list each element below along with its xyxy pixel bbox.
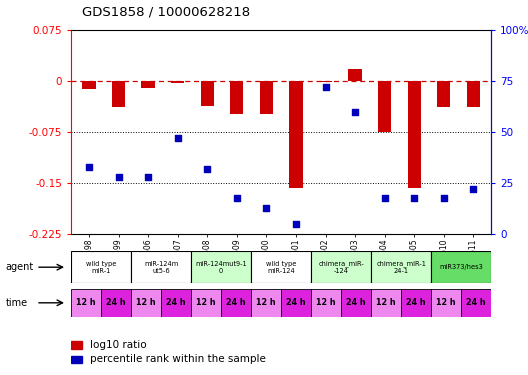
Point (469, 186, 477, 192)
Text: percentile rank within the sample: percentile rank within the sample (90, 354, 266, 364)
Bar (431, 251, 491, 283)
Text: miR-124mut9-1
0: miR-124mut9-1 0 (195, 261, 247, 274)
Bar (408, 81, 421, 188)
Text: 24 h: 24 h (166, 298, 186, 307)
Point (144, 174, 153, 180)
Point (439, 195, 448, 201)
Bar (260, 81, 273, 114)
Text: 12 h: 12 h (376, 298, 396, 307)
Text: chimera_miR-1
24-1: chimera_miR-1 24-1 (376, 260, 426, 274)
Bar (467, 81, 480, 107)
Bar (461, 289, 491, 317)
Bar (221, 289, 251, 317)
Bar (311, 289, 341, 317)
Point (351, 109, 359, 115)
Text: wild type
miR-124: wild type miR-124 (266, 261, 296, 274)
Bar (112, 81, 125, 107)
Bar (341, 289, 371, 317)
Bar (71, 251, 131, 283)
Text: 24 h: 24 h (227, 298, 246, 307)
Bar (378, 81, 391, 132)
Text: miR373/hes3: miR373/hes3 (439, 264, 483, 270)
Point (262, 205, 271, 211)
Bar (171, 81, 184, 83)
Bar (131, 289, 161, 317)
Bar (348, 69, 362, 81)
Point (174, 135, 182, 141)
Bar (191, 251, 251, 283)
Text: agent: agent (5, 262, 34, 272)
Text: log10 ratio: log10 ratio (90, 340, 147, 350)
Bar (191, 289, 221, 317)
Bar (311, 251, 371, 283)
Bar (371, 289, 401, 317)
Bar (71, 289, 101, 317)
Text: 12 h: 12 h (436, 298, 456, 307)
Text: GDS1858 / 10000628218: GDS1858 / 10000628218 (82, 6, 250, 19)
Bar (131, 251, 191, 283)
Text: 12 h: 12 h (257, 298, 276, 307)
Bar (230, 81, 243, 114)
Text: 24 h: 24 h (107, 298, 126, 307)
Bar (201, 81, 214, 106)
Bar (71, 356, 82, 363)
Point (115, 174, 123, 180)
Point (85, 164, 93, 170)
Point (233, 195, 241, 201)
Bar (289, 81, 303, 188)
Text: 24 h: 24 h (286, 298, 306, 307)
Bar (401, 289, 431, 317)
Bar (281, 289, 311, 317)
Text: 12 h: 12 h (136, 298, 156, 307)
Text: time: time (5, 298, 27, 308)
Bar (71, 341, 82, 349)
Bar (319, 81, 332, 82)
Bar (371, 251, 431, 283)
Bar (431, 289, 461, 317)
Bar (142, 81, 155, 88)
Bar (101, 289, 131, 317)
Text: 24 h: 24 h (466, 298, 486, 307)
Point (321, 84, 329, 90)
Bar (437, 81, 450, 107)
Text: chimera_miR-
-124: chimera_miR- -124 (318, 260, 364, 274)
Text: 12 h: 12 h (77, 298, 96, 307)
Point (291, 221, 300, 227)
Bar (161, 289, 191, 317)
Text: miR-124m
ut5-6: miR-124m ut5-6 (144, 261, 178, 274)
Point (380, 195, 389, 201)
Bar (251, 289, 281, 317)
Text: 12 h: 12 h (196, 298, 216, 307)
Point (203, 166, 212, 172)
Text: wild type
miR-1: wild type miR-1 (86, 261, 117, 274)
Bar (251, 251, 311, 283)
Text: 24 h: 24 h (346, 298, 366, 307)
Text: 12 h: 12 h (316, 298, 336, 307)
Text: 24 h: 24 h (406, 298, 426, 307)
Point (410, 195, 418, 201)
Bar (82, 81, 96, 89)
